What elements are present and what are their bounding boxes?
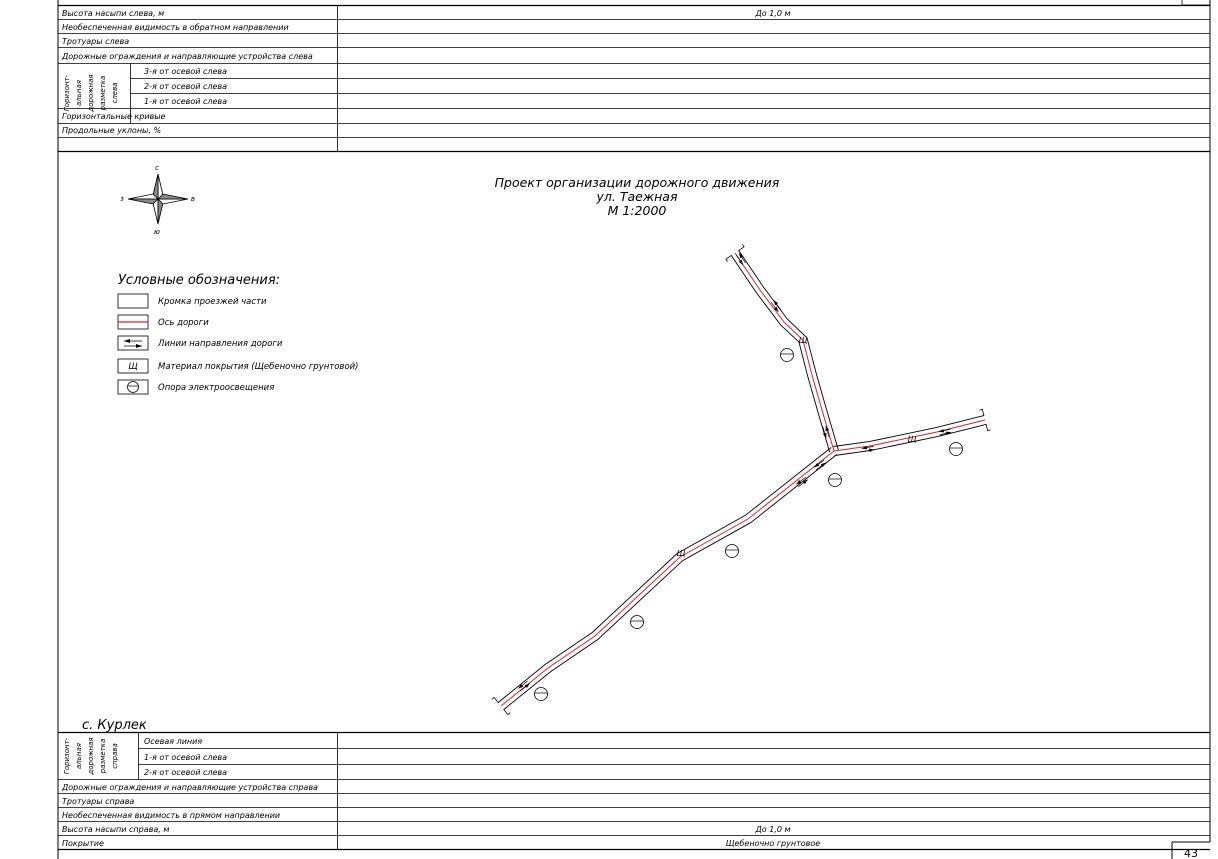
top-row-1-value: До 1,0 м (755, 9, 791, 18)
sheet-frame (58, 0, 1210, 859)
bottom-row-5-label: Покрытие (62, 839, 104, 848)
road-main-southwest (498, 448, 837, 710)
top-row-1-label: Высота насыпи слева, м (62, 9, 164, 18)
bottom-group-row-3-label: 2-я от осевой слева (144, 768, 227, 777)
surface-material-icon: Щ (799, 336, 808, 345)
compass-east-label: в (191, 195, 195, 203)
bottom-row-4-label: Высота насыпи справа, м (62, 825, 169, 834)
top-group-row-3-label: 1-я от осевой слева (144, 97, 227, 106)
svg-text:Кромка проезжей части: Кромка проезжей части (158, 297, 267, 307)
lighting-pole-icon (950, 443, 963, 456)
bottom-table: Горизонт- альная дорожная разметка справ… (58, 733, 1210, 850)
bottom-row-1-label: Дорожные ограждения и направляющие устро… (61, 783, 318, 792)
top-table: Высота насыпи слева, м До 1,0 м Необеспе… (58, 6, 1210, 152)
svg-text:Горизонт-: Горизонт- (63, 737, 71, 774)
legend-item-road-axis: Ось дороги (118, 315, 209, 329)
compass-west-label: з (120, 195, 124, 203)
top-curves-label: Горизонтальные кривые (62, 112, 166, 121)
lighting-pole-icon (781, 349, 794, 362)
svg-text:Опора электроосвещения: Опора электроосвещения (158, 383, 274, 393)
top-group-row-2-label: 2-я от осевой слева (144, 82, 227, 91)
top-gradients-label: Продольные уклоны, % (62, 126, 161, 135)
lighting-pole-icon (535, 688, 548, 701)
lighting-pole-icon (128, 382, 139, 393)
legend: Условные обозначения: Кромка проезжей ча… (118, 273, 358, 394)
stamp-corner (1182, 0, 1210, 5)
top-row-3-label: Тротуары слева (62, 37, 129, 46)
lighting-pole-icon (829, 474, 842, 487)
bottom-row-4-value: До 1,0 м (755, 825, 791, 834)
svg-text:разметка: разметка (99, 739, 107, 775)
svg-text:дорожная: дорожная (87, 74, 95, 112)
surface-material-icon: Щ (908, 435, 917, 444)
svg-text:справа: справа (111, 743, 119, 769)
title-line-1: Проект организации дорожного движения (495, 175, 780, 190)
legend-title: Условные обозначения: (118, 273, 280, 288)
top-group-row-1-label: 3-я от осевой слева (144, 67, 227, 76)
svg-text:альная: альная (75, 80, 83, 106)
carriageway-edge-icon (118, 294, 148, 308)
village-name: с. Курлек (82, 718, 147, 733)
svg-text:Ось дороги: Ось дороги (158, 318, 209, 328)
bottom-marking-group-label: Горизонт- альная дорожная разметка справ… (63, 737, 119, 775)
drawing-title: Проект организации дорожного движения ул… (495, 175, 780, 218)
surface-material-icon: Щ (677, 549, 686, 558)
lighting-pole-icon (631, 616, 644, 629)
svg-text:разметка: разметка (99, 76, 107, 112)
title-line-3: М 1:2000 (608, 203, 667, 218)
bottom-row-3-label: Необеспеченная видимость в прямом направ… (62, 811, 280, 820)
bottom-group-row-1-label: Осевая линия (144, 737, 202, 746)
top-row-4-label: Дорожные ограждения и направляющие устро… (61, 52, 313, 61)
svg-text:альная: альная (75, 743, 83, 769)
legend-item-direction-lines: Линии направления дороги (118, 336, 283, 350)
svg-text:дорожная: дорожная (87, 737, 95, 775)
compass-north-label: с (155, 164, 159, 172)
title-line-2: ул. Таежная (596, 189, 678, 204)
svg-text:Горизонт-: Горизонт- (63, 74, 71, 111)
legend-item-lighting-pole: Опора электроосвещения (118, 380, 274, 394)
surface-material-icon: Щ (128, 362, 137, 372)
top-marking-group-label: Горизонт- альная дорожная разметка слева (63, 74, 119, 112)
svg-text:Материал покрытия (Щебеночно г: Материал покрытия (Щебеночно грунтовой) (158, 362, 358, 372)
top-row-2-label: Необеспеченная видимость в обратном напр… (62, 23, 289, 32)
compass-south-label: ю (154, 228, 160, 236)
compass-rose-icon: с ю з в (120, 164, 195, 236)
lighting-pole-icon (726, 545, 739, 558)
road-plan: Щ Щ Щ (492, 244, 991, 714)
legend-item-surface-material: Щ Материал покрытия (Щебеночно грунтовой… (118, 359, 358, 373)
bottom-row-2-label: Тротуары справа (62, 797, 134, 806)
bottom-row-5-value: Щебеночно грунтовое (726, 839, 820, 848)
page-number: 43 (1184, 847, 1198, 859)
svg-text:Линии направления дороги: Линии направления дороги (157, 339, 283, 349)
svg-text:слева: слева (111, 82, 119, 103)
bottom-group-row-2-label: 1-я от осевой слева (144, 753, 227, 762)
legend-item-carriageway-edge: Кромка проезжей части (118, 294, 267, 308)
